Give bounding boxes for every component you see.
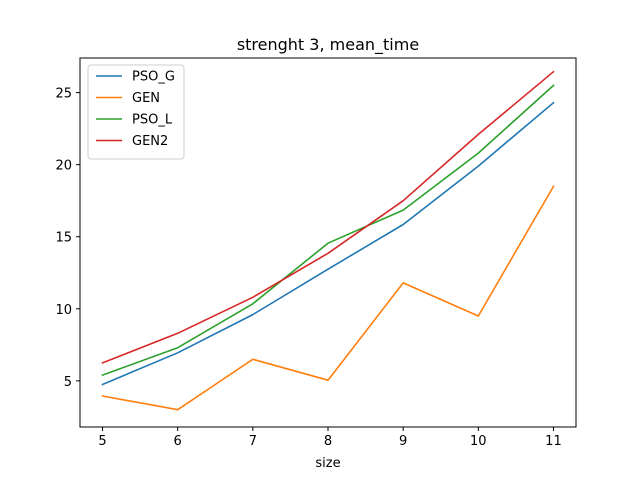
y-tick-label: 15 xyxy=(55,231,72,246)
y-tick-label: 5 xyxy=(64,375,72,390)
x-tick-label: 7 xyxy=(249,434,257,449)
series-line-gen xyxy=(101,185,555,411)
legend: PSO_G GEN PSO_L GEN2 xyxy=(87,64,185,160)
series-line-pso-l xyxy=(101,84,555,377)
x-axis-label: size xyxy=(315,456,340,471)
x-tick-label: 8 xyxy=(324,434,332,449)
y-tick-label: 20 xyxy=(55,159,72,174)
x-tick-label: 5 xyxy=(98,434,106,449)
series-layer xyxy=(101,70,555,411)
legend-box xyxy=(87,64,185,160)
x-tick-label: 9 xyxy=(399,434,407,449)
y-tick-label: 25 xyxy=(55,87,72,102)
legend-label-gen2: GEN2 xyxy=(132,134,168,149)
y-tick-label: 10 xyxy=(55,303,72,318)
x-axis: 5 6 7 8 9 10 11 xyxy=(98,427,562,449)
legend-label-pso-l: PSO_L xyxy=(132,113,173,128)
legend-label-pso-g: PSO_G xyxy=(132,70,175,85)
legend-label-gen: GEN xyxy=(132,91,160,106)
series-line-gen2 xyxy=(101,70,555,364)
x-tick-label: 6 xyxy=(174,434,182,449)
x-tick-label: 11 xyxy=(545,434,562,449)
chart-title: strenght 3, mean_time xyxy=(237,35,419,55)
x-tick-label: 10 xyxy=(470,434,487,449)
series-line-pso-g xyxy=(101,101,555,386)
y-axis: 5 10 15 20 25 xyxy=(55,87,80,390)
